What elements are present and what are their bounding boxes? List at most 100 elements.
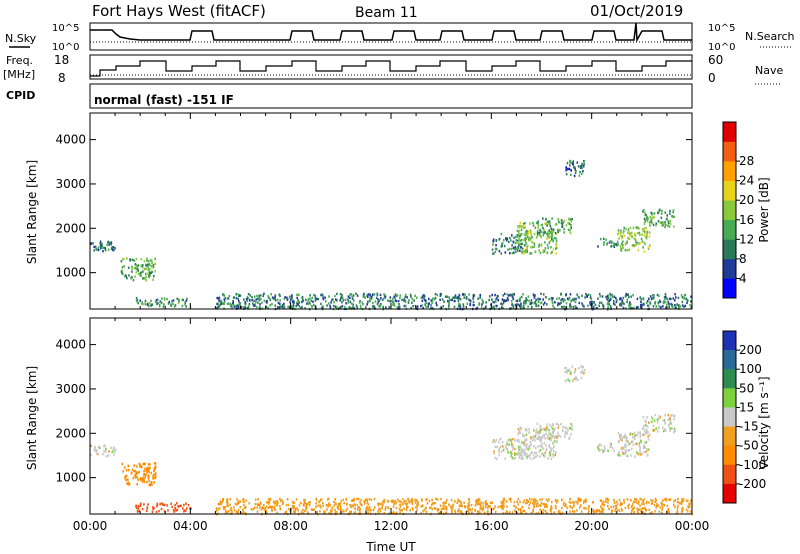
echo-region — [617, 431, 651, 458]
noise-panel: N.Sky 10^5 10^0 10^5 10^0 N.Search — [5, 22, 795, 53]
power-colorbar: 4 8 12 16 20 24 28 — [722, 121, 754, 299]
beam-label: Beam 11 — [355, 5, 418, 21]
echo-region — [536, 422, 574, 440]
echo-region — [90, 444, 117, 458]
freq-panel: Freq. [MHz] 18 8 60 0 Nave — [3, 53, 783, 85]
figure-title: Fort Hays West (fitACF) — [92, 2, 266, 20]
colorbar-swatch — [723, 407, 736, 427]
freq-tick-bottom: 8 — [58, 71, 66, 85]
colorbar-swatch — [723, 141, 736, 162]
echo-region — [564, 365, 586, 383]
echo-region — [215, 292, 693, 311]
colorbar-tick-label: 100 — [739, 362, 762, 376]
colorbar-frame — [722, 121, 737, 299]
xtick-label: 00:00 — [73, 519, 108, 533]
colorbar-tick-label: 15 — [739, 400, 754, 414]
echo-region — [491, 232, 528, 255]
freq-trace — [90, 60, 692, 77]
colorbar-swatch — [723, 161, 736, 181]
xtick-label: 04:00 — [173, 519, 208, 533]
colorbar-tick-label: 20 — [739, 193, 754, 207]
colorbar-tick-label: -100 — [739, 458, 766, 472]
colorbar-swatch — [723, 331, 736, 351]
echo-region — [121, 462, 157, 487]
colorbar-swatch — [723, 239, 736, 260]
colorbar-tick-label: 12 — [739, 232, 754, 246]
velocity-panel-frame — [89, 317, 693, 515]
velocity-ylabel: Slant Range [km] — [25, 366, 39, 470]
date-label: 01/Oct/2019 — [590, 2, 683, 20]
cpid-panel: CPID normal (fast) -151 IF — [6, 83, 693, 109]
colorbar-swatch — [723, 426, 736, 446]
echo-region — [491, 437, 528, 460]
colorbar-tick-label: -200 — [739, 477, 766, 491]
colorbar-swatch — [723, 445, 736, 466]
colorbar-tick-label: 50 — [739, 381, 754, 395]
power-panel-frame — [89, 112, 693, 310]
nave-label: Nave — [755, 64, 783, 77]
time-axis-label: Time UT — [365, 540, 416, 554]
echo-region — [597, 237, 618, 249]
ytick-label: 3000 — [55, 382, 86, 396]
colorbar-swatch — [723, 258, 736, 279]
colorbar-swatch — [723, 278, 736, 299]
echo-region — [516, 426, 558, 460]
xtick-label: 20:00 — [574, 519, 609, 533]
echo-region — [135, 502, 192, 514]
echo-region — [215, 497, 693, 516]
velocity-colorbar-label: Velocity [m s⁻¹] — [757, 376, 771, 469]
xtick-label: 00:00 — [675, 519, 710, 533]
nave-tick-top: 60 — [708, 53, 723, 67]
colorbar-tick-label: 16 — [739, 213, 754, 227]
power-panel: 1000 2000 3000 4000 Slant Range [km] — [25, 112, 693, 311]
colorbar-frame — [722, 330, 737, 504]
echo-region — [642, 413, 676, 434]
velocity-panel: 1000 2000 3000 4000 00:00 04:00 08:00 12:00 16:… — [25, 317, 710, 554]
colorbar-tick-label: 4 — [739, 271, 747, 285]
colorbar-swatch — [723, 369, 736, 389]
ytick-label: 4000 — [55, 133, 86, 147]
colorbar-tick-label: 24 — [739, 174, 754, 188]
colorbar-tick-label: -15 — [739, 420, 759, 434]
colorbar-swatch — [723, 219, 736, 240]
velocity-yaxis: 1000 2000 3000 4000 — [55, 338, 692, 485]
colorbar-swatch — [723, 464, 736, 485]
echo-region — [536, 217, 573, 235]
ytick-label: 4000 — [55, 338, 86, 352]
colorbar-swatch — [723, 200, 736, 221]
ytick-label: 1000 — [55, 471, 86, 485]
ytick-label: 2000 — [55, 426, 86, 440]
echo-region — [616, 226, 651, 253]
echo-region — [642, 208, 675, 229]
ytick-label: 3000 — [55, 177, 86, 191]
velocity-colorbar: 200 100 50 15 -15 -50 -100 -200 — [722, 330, 766, 504]
velocity-xaxis: 00:00 04:00 08:00 12:00 16:00 20:00 00:00 — [73, 318, 710, 533]
colorbar-tick-label: 200 — [739, 343, 762, 357]
echo-region — [597, 442, 615, 454]
nave-tick-bottom: 0 — [708, 71, 716, 85]
nsky-trace — [90, 22, 692, 43]
colorbar-swatch — [723, 483, 736, 504]
ytick-label: 2000 — [55, 221, 86, 235]
nsky-label: N.Sky — [5, 32, 37, 45]
ytick-label: 1000 — [55, 266, 86, 280]
colorbar-swatch — [723, 180, 736, 201]
power-xaxis — [89, 113, 693, 309]
echo-region — [516, 221, 558, 255]
nsearch-label: N.Search — [745, 30, 795, 43]
power-ylabel: Slant Range [km] — [25, 160, 39, 264]
noise-tick-top-left: 10^5 — [52, 23, 79, 34]
freq-label-1: Freq. — [6, 54, 33, 67]
noise-tick-bottom-right: 10^0 — [708, 42, 735, 53]
noise-tick-top-right: 10^5 — [708, 23, 735, 34]
cpid-panel-frame — [89, 83, 693, 109]
freq-tick-top: 18 — [54, 53, 69, 67]
velocity-echoes — [90, 365, 693, 516]
freq-panel-frame — [89, 54, 693, 80]
noise-tick-bottom-left: 10^0 — [52, 42, 79, 53]
xtick-label: 12:00 — [374, 519, 409, 533]
colorbar-swatch — [723, 350, 736, 370]
colorbar-tick-label: 28 — [739, 154, 754, 168]
cpid-text: normal (fast) -151 IF — [94, 93, 234, 107]
